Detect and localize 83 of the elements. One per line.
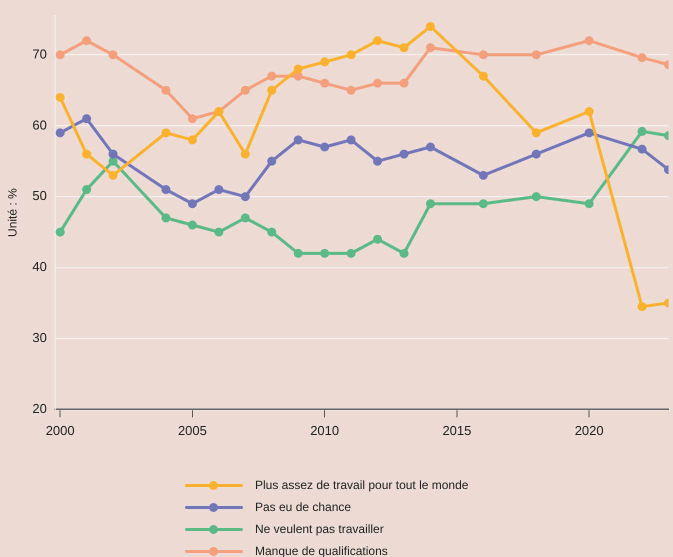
- y-tick-label: 20: [32, 400, 47, 416]
- point: [320, 78, 330, 88]
- point: [161, 213, 170, 222]
- point: [426, 22, 435, 31]
- point: [82, 114, 92, 124]
- point: [584, 128, 594, 138]
- point: [240, 86, 250, 95]
- point: [532, 150, 541, 159]
- point: [346, 86, 356, 95]
- point: [584, 199, 594, 208]
- point: [638, 53, 647, 62]
- point: [267, 156, 276, 166]
- point: [478, 50, 488, 60]
- point: [400, 150, 408, 159]
- point: [267, 228, 276, 237]
- point: [214, 185, 224, 194]
- point: [161, 128, 170, 138]
- point: [56, 50, 65, 60]
- y-tick-label: 40: [32, 259, 47, 274]
- y-tick-label: 70: [32, 46, 47, 62]
- point: [240, 150, 250, 159]
- point: [188, 114, 197, 124]
- y-axis-title: Unité : %: [6, 188, 20, 237]
- point: [267, 72, 276, 81]
- x-tick-label: 2005: [178, 422, 207, 438]
- point: [320, 142, 330, 152]
- point: [426, 142, 435, 152]
- y-tick-label: 50: [32, 188, 47, 204]
- point: [426, 43, 435, 52]
- point: [373, 78, 382, 88]
- point: [478, 199, 488, 208]
- x-tick-label: 2010: [310, 422, 340, 438]
- y-tick-label: 60: [32, 117, 47, 132]
- point: [584, 36, 594, 46]
- x-tick-label: 2015: [442, 422, 472, 438]
- point: [373, 234, 382, 244]
- legend-label: Ne veulent pas travailler: [255, 522, 384, 536]
- point: [320, 57, 330, 66]
- point: [188, 135, 197, 144]
- point: [188, 199, 197, 208]
- point: [478, 170, 488, 180]
- point: [294, 135, 303, 144]
- point: [82, 36, 92, 46]
- point: [638, 126, 647, 136]
- point: [108, 170, 118, 180]
- point: [426, 199, 435, 208]
- point: [400, 248, 408, 258]
- point: [56, 228, 65, 237]
- point: [56, 128, 65, 138]
- point: [240, 192, 250, 202]
- point: [161, 86, 170, 95]
- point: [267, 86, 276, 95]
- point: [188, 220, 197, 230]
- x-tick-label: 2020: [574, 422, 604, 438]
- point: [638, 144, 647, 154]
- point: [373, 156, 382, 166]
- point: [240, 213, 250, 222]
- point: [532, 128, 541, 138]
- point: [294, 64, 303, 74]
- point: [400, 43, 408, 52]
- legend-label: Plus assez de travail pour tout le monde: [255, 478, 468, 492]
- point: [82, 185, 92, 194]
- point: [82, 150, 92, 159]
- point: [584, 107, 594, 116]
- point: [108, 150, 118, 159]
- point: [532, 192, 541, 202]
- point: [638, 302, 647, 312]
- point: [214, 228, 224, 237]
- point: [56, 92, 65, 102]
- point: [346, 135, 356, 144]
- point: [478, 72, 488, 81]
- point: [400, 78, 408, 88]
- point: [532, 50, 541, 60]
- point: [373, 36, 382, 46]
- point: [294, 248, 303, 258]
- point: [108, 50, 118, 60]
- point: [320, 248, 330, 258]
- y-tick-label: 30: [32, 330, 47, 346]
- x-tick-label: 2000: [46, 422, 75, 438]
- legend-label: Pas eu de chance: [255, 500, 352, 514]
- point: [346, 248, 356, 258]
- point: [161, 185, 170, 194]
- point: [346, 50, 356, 60]
